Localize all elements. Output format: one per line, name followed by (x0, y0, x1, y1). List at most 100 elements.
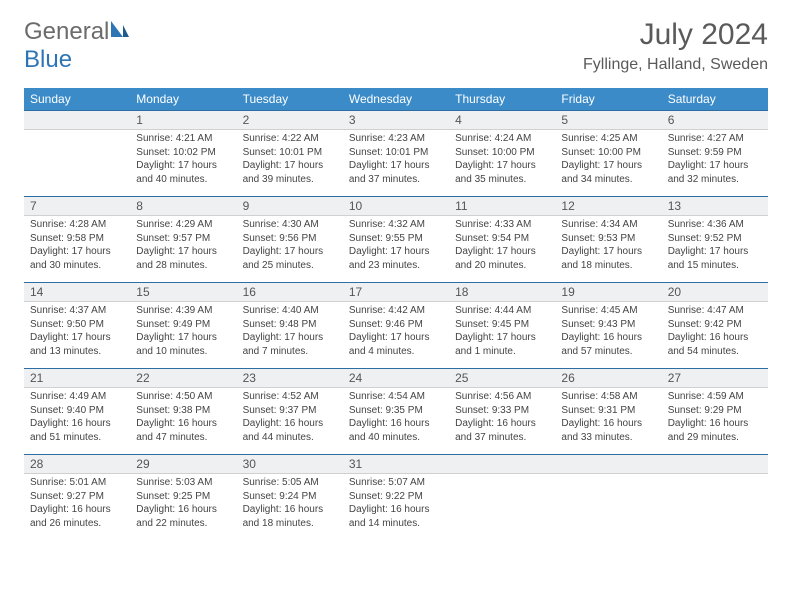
day-details: Sunrise: 4:36 AMSunset: 9:52 PMDaylight:… (662, 216, 768, 276)
day-details: Sunrise: 4:50 AMSunset: 9:38 PMDaylight:… (130, 388, 236, 448)
day-details: Sunrise: 4:34 AMSunset: 9:53 PMDaylight:… (555, 216, 661, 276)
day-number: 31 (343, 454, 449, 474)
calendar-cell: 19Sunrise: 4:45 AMSunset: 9:43 PMDayligh… (555, 282, 661, 368)
calendar-cell: 13Sunrise: 4:36 AMSunset: 9:52 PMDayligh… (662, 196, 768, 282)
calendar-cell: 11Sunrise: 4:33 AMSunset: 9:54 PMDayligh… (449, 196, 555, 282)
calendar-cell: 14Sunrise: 4:37 AMSunset: 9:50 PMDayligh… (24, 282, 130, 368)
day-details: Sunrise: 4:32 AMSunset: 9:55 PMDaylight:… (343, 216, 449, 276)
day-details: Sunrise: 4:54 AMSunset: 9:35 PMDaylight:… (343, 388, 449, 448)
title-block: July 2024 Fyllinge, Halland, Sweden (583, 18, 768, 74)
calendar-cell: 9Sunrise: 4:30 AMSunset: 9:56 PMDaylight… (237, 196, 343, 282)
day-number-empty (555, 454, 661, 474)
day-details: Sunrise: 4:39 AMSunset: 9:49 PMDaylight:… (130, 302, 236, 362)
day-number: 18 (449, 282, 555, 302)
day-details: Sunrise: 5:03 AMSunset: 9:25 PMDaylight:… (130, 474, 236, 534)
day-details: Sunrise: 4:27 AMSunset: 9:59 PMDaylight:… (662, 130, 768, 190)
calendar-table: SundayMondayTuesdayWednesdayThursdayFrid… (24, 88, 768, 540)
calendar-cell: 4Sunrise: 4:24 AMSunset: 10:00 PMDayligh… (449, 110, 555, 196)
day-details: Sunrise: 4:25 AMSunset: 10:00 PMDaylight… (555, 130, 661, 190)
calendar-cell: 28Sunrise: 5:01 AMSunset: 9:27 PMDayligh… (24, 454, 130, 540)
calendar-cell: 8Sunrise: 4:29 AMSunset: 9:57 PMDaylight… (130, 196, 236, 282)
calendar-week-row: 21Sunrise: 4:49 AMSunset: 9:40 PMDayligh… (24, 368, 768, 454)
day-details: Sunrise: 4:22 AMSunset: 10:01 PMDaylight… (237, 130, 343, 190)
day-number: 12 (555, 196, 661, 216)
location-text: Fyllinge, Halland, Sweden (583, 56, 768, 74)
calendar-cell: 31Sunrise: 5:07 AMSunset: 9:22 PMDayligh… (343, 454, 449, 540)
sail-icon (109, 18, 131, 46)
day-number: 4 (449, 110, 555, 130)
day-details: Sunrise: 4:42 AMSunset: 9:46 PMDaylight:… (343, 302, 449, 362)
day-number: 19 (555, 282, 661, 302)
day-number: 13 (662, 196, 768, 216)
day-number: 24 (343, 368, 449, 388)
weekday-header: Monday (130, 88, 236, 110)
weekday-header: Sunday (24, 88, 130, 110)
day-number: 30 (237, 454, 343, 474)
day-number: 28 (24, 454, 130, 474)
calendar-cell: 1Sunrise: 4:21 AMSunset: 10:02 PMDayligh… (130, 110, 236, 196)
day-number: 6 (662, 110, 768, 130)
calendar-cell (555, 454, 661, 540)
day-number: 3 (343, 110, 449, 130)
day-details: Sunrise: 4:29 AMSunset: 9:57 PMDaylight:… (130, 216, 236, 276)
day-details: Sunrise: 4:37 AMSunset: 9:50 PMDaylight:… (24, 302, 130, 362)
calendar-cell: 10Sunrise: 4:32 AMSunset: 9:55 PMDayligh… (343, 196, 449, 282)
day-details: Sunrise: 4:24 AMSunset: 10:00 PMDaylight… (449, 130, 555, 190)
day-number: 27 (662, 368, 768, 388)
day-number: 29 (130, 454, 236, 474)
weekday-header: Friday (555, 88, 661, 110)
day-number: 26 (555, 368, 661, 388)
calendar-cell: 23Sunrise: 4:52 AMSunset: 9:37 PMDayligh… (237, 368, 343, 454)
calendar-cell: 25Sunrise: 4:56 AMSunset: 9:33 PMDayligh… (449, 368, 555, 454)
day-details: Sunrise: 4:56 AMSunset: 9:33 PMDaylight:… (449, 388, 555, 448)
calendar-head: SundayMondayTuesdayWednesdayThursdayFrid… (24, 88, 768, 110)
day-number-empty (449, 454, 555, 474)
day-number: 23 (237, 368, 343, 388)
calendar-cell: 26Sunrise: 4:58 AMSunset: 9:31 PMDayligh… (555, 368, 661, 454)
calendar-cell: 2Sunrise: 4:22 AMSunset: 10:01 PMDayligh… (237, 110, 343, 196)
day-number-empty (662, 454, 768, 474)
day-number: 15 (130, 282, 236, 302)
calendar-body: 1Sunrise: 4:21 AMSunset: 10:02 PMDayligh… (24, 110, 768, 540)
day-details: Sunrise: 5:05 AMSunset: 9:24 PMDaylight:… (237, 474, 343, 534)
day-number: 9 (237, 196, 343, 216)
day-details: Sunrise: 5:01 AMSunset: 9:27 PMDaylight:… (24, 474, 130, 534)
day-details: Sunrise: 4:59 AMSunset: 9:29 PMDaylight:… (662, 388, 768, 448)
calendar-cell: 21Sunrise: 4:49 AMSunset: 9:40 PMDayligh… (24, 368, 130, 454)
calendar-cell: 29Sunrise: 5:03 AMSunset: 9:25 PMDayligh… (130, 454, 236, 540)
calendar-cell: 16Sunrise: 4:40 AMSunset: 9:48 PMDayligh… (237, 282, 343, 368)
day-number: 5 (555, 110, 661, 130)
day-details: Sunrise: 4:30 AMSunset: 9:56 PMDaylight:… (237, 216, 343, 276)
day-number: 14 (24, 282, 130, 302)
day-details: Sunrise: 4:23 AMSunset: 10:01 PMDaylight… (343, 130, 449, 190)
day-number: 20 (662, 282, 768, 302)
calendar-cell (24, 110, 130, 196)
day-details: Sunrise: 4:44 AMSunset: 9:45 PMDaylight:… (449, 302, 555, 362)
calendar-cell: 24Sunrise: 4:54 AMSunset: 9:35 PMDayligh… (343, 368, 449, 454)
day-number: 11 (449, 196, 555, 216)
day-number: 10 (343, 196, 449, 216)
calendar-week-row: 14Sunrise: 4:37 AMSunset: 9:50 PMDayligh… (24, 282, 768, 368)
day-details: Sunrise: 4:28 AMSunset: 9:58 PMDaylight:… (24, 216, 130, 276)
page-title: July 2024 (583, 18, 768, 52)
calendar-cell: 17Sunrise: 4:42 AMSunset: 9:46 PMDayligh… (343, 282, 449, 368)
calendar-cell: 30Sunrise: 5:05 AMSunset: 9:24 PMDayligh… (237, 454, 343, 540)
logo-text: GeneralBlue (24, 18, 131, 74)
calendar-cell: 20Sunrise: 4:47 AMSunset: 9:42 PMDayligh… (662, 282, 768, 368)
day-number: 22 (130, 368, 236, 388)
day-details: Sunrise: 4:58 AMSunset: 9:31 PMDaylight:… (555, 388, 661, 448)
calendar-cell: 5Sunrise: 4:25 AMSunset: 10:00 PMDayligh… (555, 110, 661, 196)
day-details: Sunrise: 4:40 AMSunset: 9:48 PMDaylight:… (237, 302, 343, 362)
logo: GeneralBlue (24, 18, 131, 74)
day-details: Sunrise: 4:47 AMSunset: 9:42 PMDaylight:… (662, 302, 768, 362)
header: GeneralBlue July 2024 Fyllinge, Halland,… (0, 0, 792, 82)
day-number: 2 (237, 110, 343, 130)
calendar-cell: 22Sunrise: 4:50 AMSunset: 9:38 PMDayligh… (130, 368, 236, 454)
day-details: Sunrise: 4:49 AMSunset: 9:40 PMDaylight:… (24, 388, 130, 448)
weekday-header: Wednesday (343, 88, 449, 110)
calendar-week-row: 28Sunrise: 5:01 AMSunset: 9:27 PMDayligh… (24, 454, 768, 540)
calendar-week-row: 1Sunrise: 4:21 AMSunset: 10:02 PMDayligh… (24, 110, 768, 196)
weekday-header: Thursday (449, 88, 555, 110)
day-number-empty (24, 110, 130, 130)
calendar-cell: 3Sunrise: 4:23 AMSunset: 10:01 PMDayligh… (343, 110, 449, 196)
